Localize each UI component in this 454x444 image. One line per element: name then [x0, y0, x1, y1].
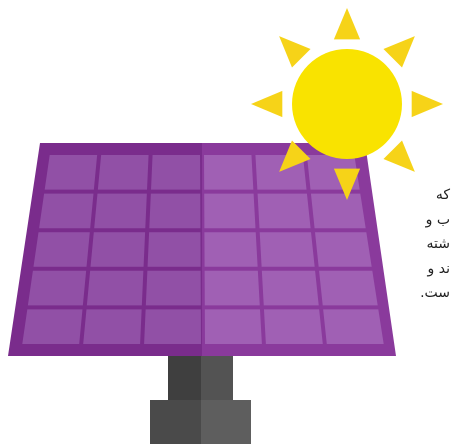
sun-ray [279, 36, 310, 67]
panel-cell [315, 232, 372, 267]
panel-cell [205, 309, 262, 344]
sun [251, 8, 443, 200]
panel-cell [146, 271, 201, 306]
sun-ray [412, 91, 443, 117]
panel-cell [94, 194, 147, 229]
sun-disc [292, 49, 402, 159]
panel-cell [33, 232, 89, 267]
panel-cell [323, 309, 384, 344]
panel-cell [204, 232, 257, 267]
sun-ray [334, 8, 360, 39]
panel-cell [262, 271, 319, 306]
panel-cell [311, 194, 366, 229]
panel-cell [148, 232, 201, 267]
panel-cell [260, 232, 315, 267]
panel-cell [204, 194, 255, 229]
panel-cell [87, 271, 144, 306]
panel-cell [149, 194, 200, 229]
panel-cell [83, 309, 141, 344]
panel-cell [91, 232, 146, 267]
panel-cell [151, 155, 200, 190]
panel-cell [258, 194, 311, 229]
panel-cell [28, 271, 86, 306]
sun-ray [383, 140, 414, 171]
post-right [201, 350, 233, 402]
panel-cell [319, 271, 378, 306]
panel-cell [39, 194, 93, 229]
panel-cell [264, 309, 323, 344]
base-right [201, 400, 251, 444]
panel-cell [98, 155, 149, 190]
panel-cell [22, 309, 82, 344]
panel-cell [205, 271, 260, 306]
sun-ray [251, 91, 282, 117]
panel-cell [45, 155, 97, 190]
post-left [168, 350, 201, 402]
panel-cell [144, 309, 201, 344]
page: که ب و شته ند و ست. (() => { const data … [0, 0, 454, 444]
panel-cell [204, 155, 253, 190]
sun-ray [383, 36, 414, 67]
stand [150, 350, 251, 444]
base-left [150, 400, 201, 444]
illustration [0, 0, 454, 444]
